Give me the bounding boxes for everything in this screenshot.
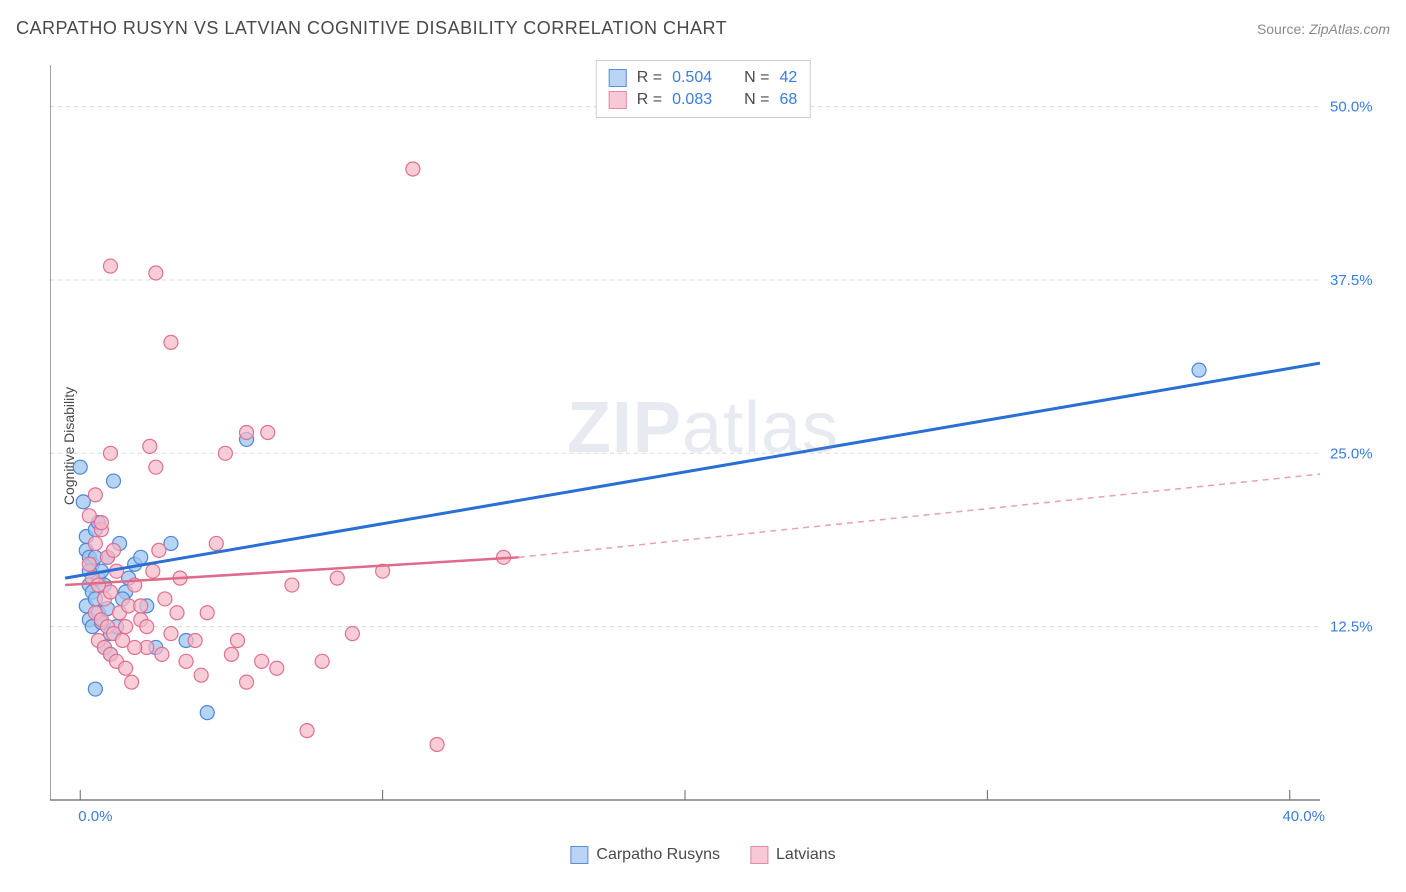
latvian-point [119, 661, 133, 675]
latvian-point [230, 634, 244, 648]
latvian-point [103, 259, 117, 273]
y-tick-label: 12.5% [1330, 619, 1373, 636]
latvian-r-value: 0.083 [672, 91, 712, 109]
carpatho-legend-label: Carpatho Rusyns [596, 846, 720, 864]
latvian-point [179, 654, 193, 668]
x-tick-label: 0.0% [78, 808, 112, 825]
latvian-point [146, 564, 160, 578]
stats-legend: R = 0.504 N = 42 R = 0.083 N = 68 [596, 60, 811, 118]
y-tick-label: 37.5% [1330, 272, 1373, 289]
latvian-point [119, 620, 133, 634]
carpatho-trendline [65, 363, 1320, 578]
y-tick-label: 50.0% [1330, 99, 1373, 116]
latvian-point [261, 426, 275, 440]
latvian-legend-swatch [750, 846, 768, 864]
latvian-trendline-dashed [519, 474, 1320, 557]
latvian-point [128, 640, 142, 654]
carpatho-point [1192, 363, 1206, 377]
latvian-point [406, 162, 420, 176]
latvian-point [149, 460, 163, 474]
latvian-point [300, 724, 314, 738]
latvian-point [107, 543, 121, 557]
latvian-point [170, 606, 184, 620]
latvian-point [209, 536, 223, 550]
latvian-point [125, 675, 139, 689]
x-tick-label: 40.0% [1282, 808, 1325, 825]
latvian-point [194, 668, 208, 682]
carpatho-swatch [609, 69, 627, 87]
r-label: R = [637, 91, 662, 109]
r-label: R = [637, 69, 662, 87]
n-label: N = [744, 69, 769, 87]
latvian-point [240, 426, 254, 440]
y-tick-label: 25.0% [1330, 445, 1373, 462]
latvian-point [224, 647, 238, 661]
chart-area: 12.5% 25.0% 37.5% 50.0% 0.0% 40.0% [50, 55, 1380, 825]
bottom-legend: Carpatho Rusyns Latvians [570, 846, 835, 864]
legend-item-latvian: Latvians [750, 846, 836, 864]
latvian-point [240, 675, 254, 689]
latvian-point [430, 738, 444, 752]
carpatho-point [73, 460, 87, 474]
carpatho-n-value: 42 [779, 69, 797, 87]
latvian-point [94, 516, 108, 530]
latvian-point [188, 634, 202, 648]
latvian-point [330, 571, 344, 585]
latvian-point [255, 654, 269, 668]
carpatho-point [107, 474, 121, 488]
latvian-point [140, 620, 154, 634]
latvian-point [82, 557, 96, 571]
latvian-point [149, 266, 163, 280]
latvian-point [88, 536, 102, 550]
latvian-point [155, 647, 169, 661]
latvian-swatch [609, 91, 627, 109]
latvian-point [200, 606, 214, 620]
latvian-point [103, 585, 117, 599]
stats-row-latvian: R = 0.083 N = 68 [609, 89, 798, 111]
latvian-point [315, 654, 329, 668]
latvian-point [164, 335, 178, 349]
latvian-point [152, 543, 166, 557]
latvian-legend-label: Latvians [776, 846, 836, 864]
carpatho-point [200, 706, 214, 720]
latvian-point [270, 661, 284, 675]
stats-row-carpatho: R = 0.504 N = 42 [609, 67, 798, 89]
carpatho-legend-swatch [570, 846, 588, 864]
carpatho-point [134, 550, 148, 564]
latvian-point [218, 446, 232, 460]
source-label: Source: [1257, 21, 1305, 37]
chart-source: Source: ZipAtlas.com [1257, 21, 1390, 37]
source-value: ZipAtlas.com [1309, 21, 1390, 37]
latvian-point [345, 627, 359, 641]
latvian-n-value: 68 [779, 91, 797, 109]
chart-header: CARPATHO RUSYN VS LATVIAN COGNITIVE DISA… [16, 18, 1390, 39]
latvian-point [285, 578, 299, 592]
legend-item-carpatho: Carpatho Rusyns [570, 846, 720, 864]
latvian-point [143, 439, 157, 453]
latvian-point [103, 446, 117, 460]
latvian-point [158, 592, 172, 606]
chart-title: CARPATHO RUSYN VS LATVIAN COGNITIVE DISA… [16, 18, 727, 39]
carpatho-r-value: 0.504 [672, 69, 712, 87]
carpatho-point [88, 682, 102, 696]
scatter-plot: 12.5% 25.0% 37.5% 50.0% [50, 55, 1380, 825]
latvian-point [88, 488, 102, 502]
latvian-point [134, 599, 148, 613]
latvian-point [164, 627, 178, 641]
n-label: N = [744, 91, 769, 109]
